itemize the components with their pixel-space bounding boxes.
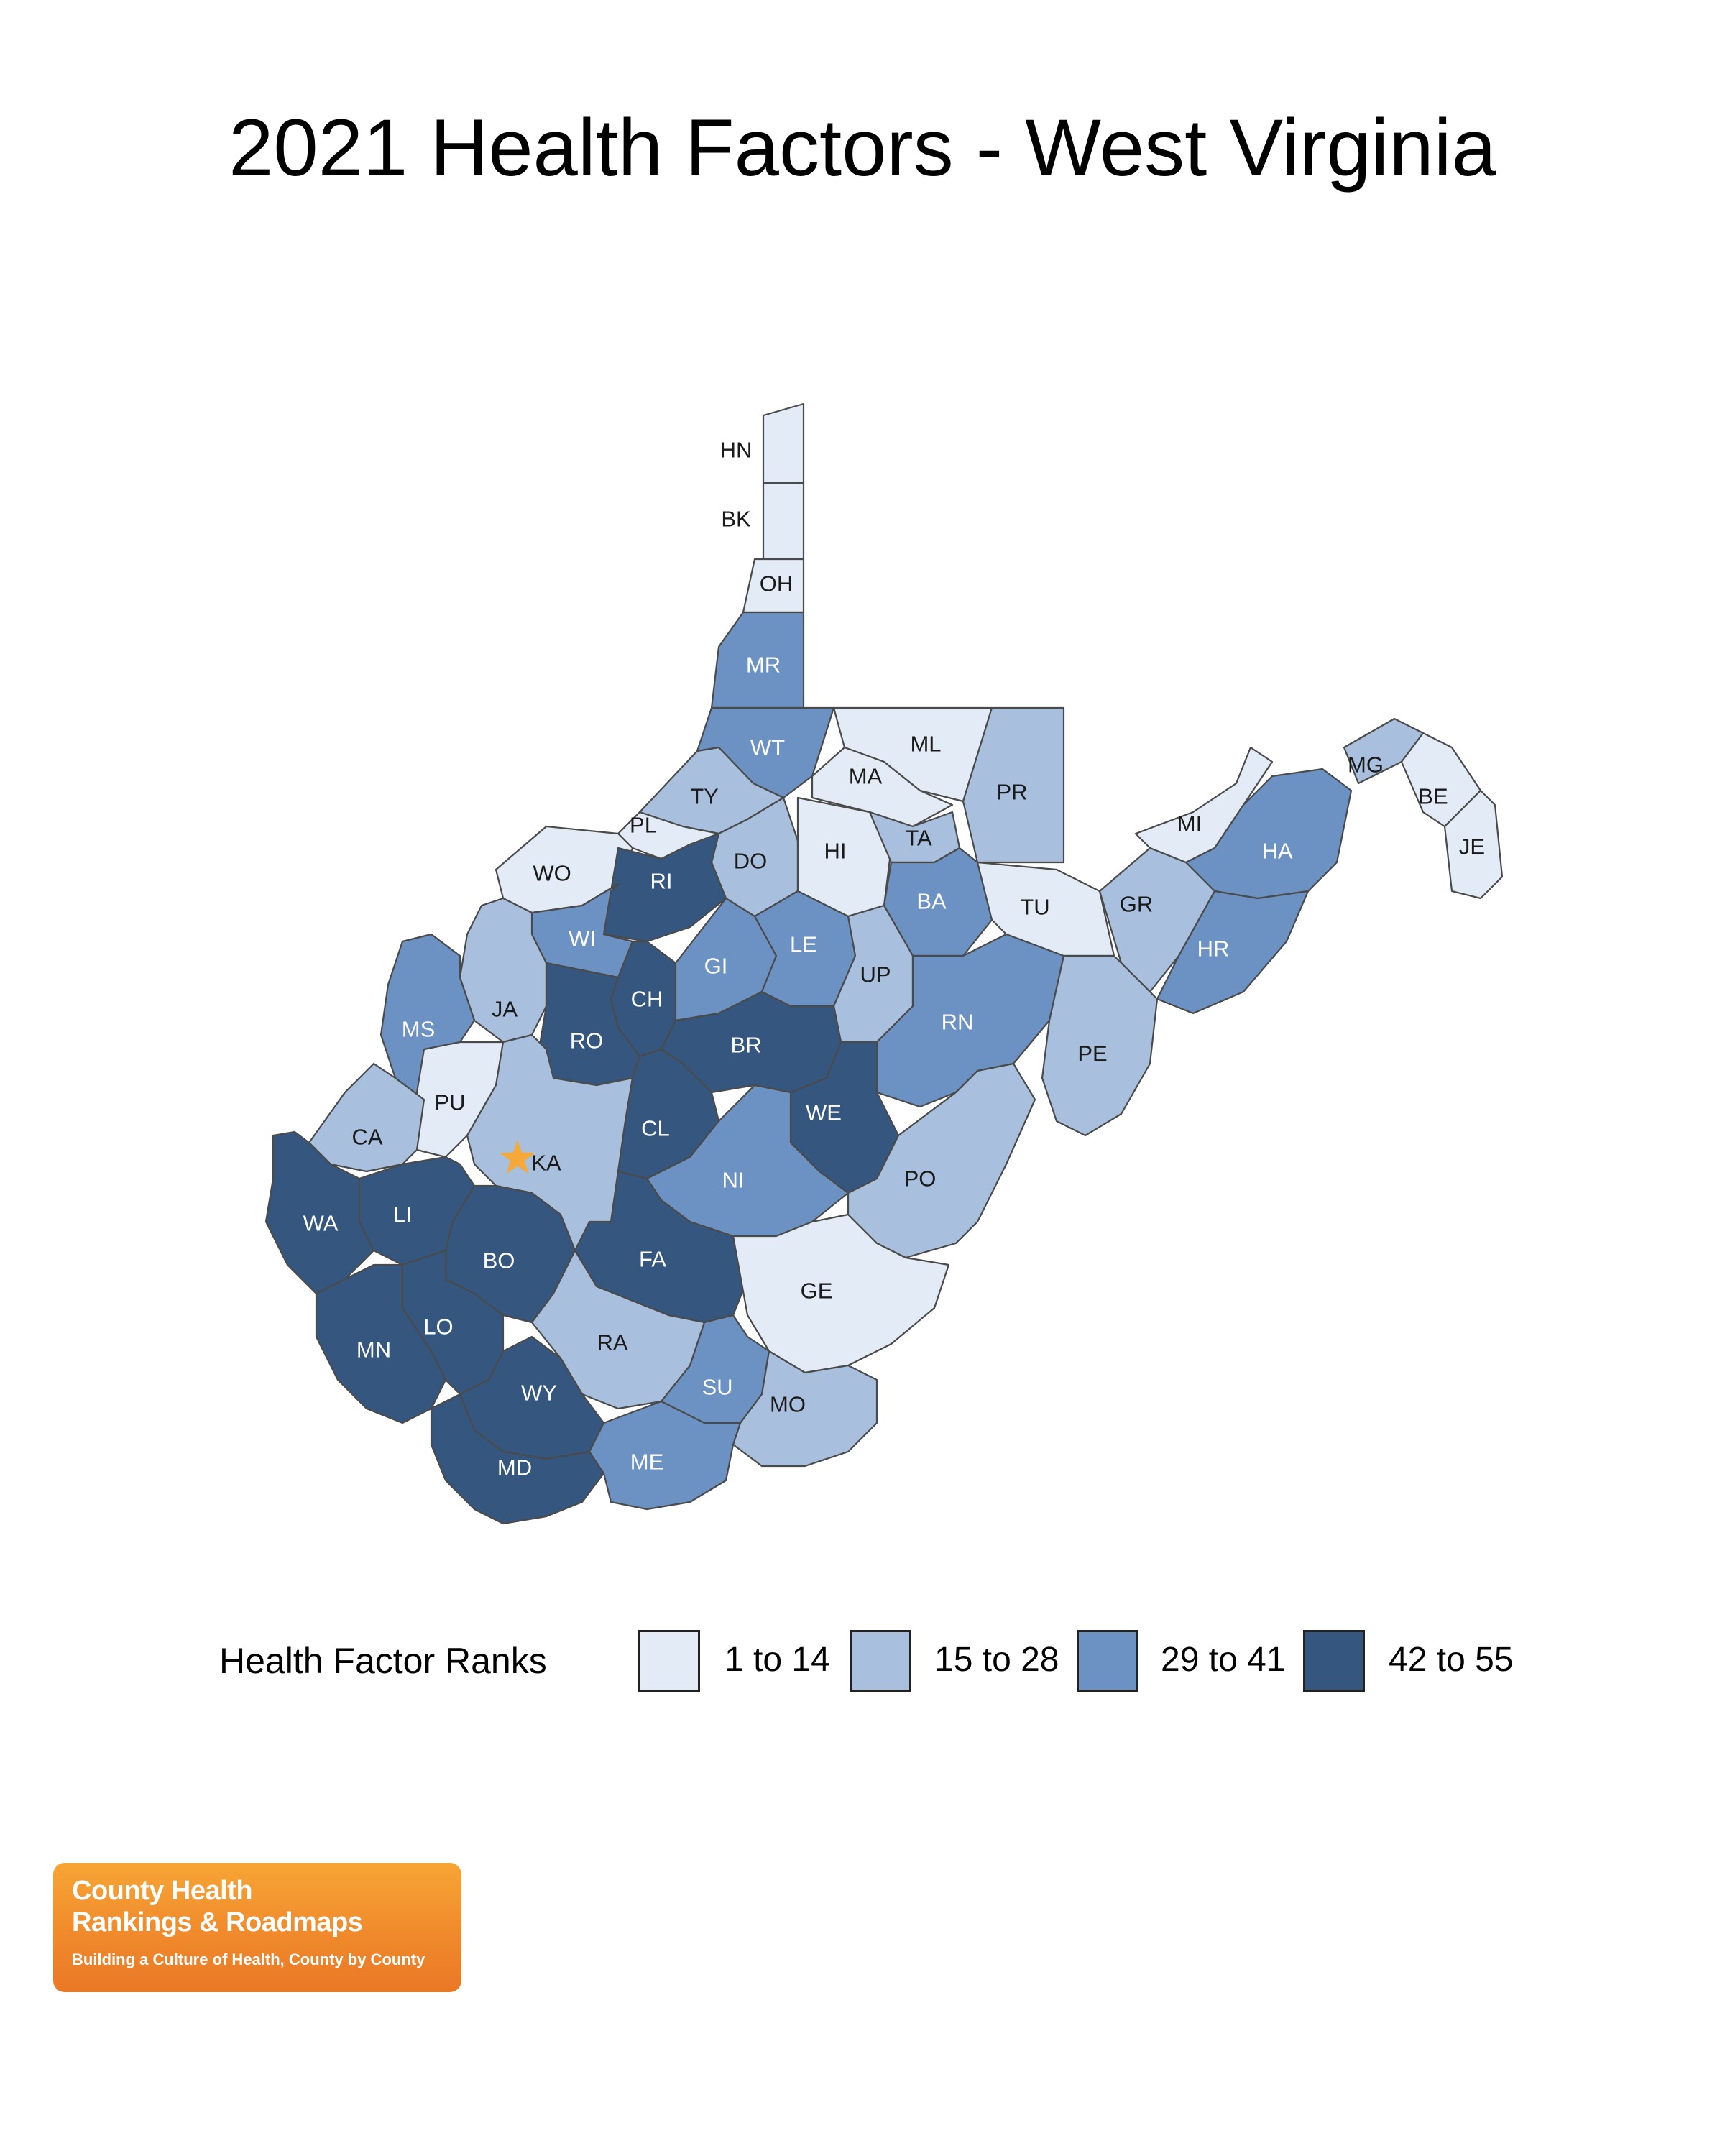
legend-label-1: 1 to 14 [724, 1641, 830, 1679]
county-label-ni: NI [722, 1168, 745, 1193]
county-label-ma: MA [849, 764, 883, 789]
county-label-wt: WT [750, 735, 785, 760]
county-label-pl: PL [630, 813, 657, 838]
county-label-su: SU [702, 1375, 732, 1400]
county-label-je: JE [1459, 834, 1485, 860]
county-label-ge: GE [801, 1279, 833, 1304]
county-label-ca: CA [351, 1125, 382, 1150]
page-title: 2021 Health Factors - West Virginia [229, 103, 1496, 193]
legend-label-2: 15 to 28 [934, 1641, 1059, 1679]
county-label-wi: WI [569, 926, 596, 952]
county-label-md: MD [497, 1455, 532, 1480]
county-label-do: DO [734, 849, 768, 874]
county-mo [732, 1350, 878, 1468]
county-label-wa: WA [303, 1211, 339, 1236]
county-label-mo: MO [770, 1392, 806, 1417]
county-je [1443, 789, 1504, 900]
county-label-ja: JA [492, 997, 518, 1022]
county-label-ha: HA [1261, 839, 1292, 864]
county-label-ty: TY [690, 784, 719, 809]
county-label-le: LE [790, 932, 817, 957]
county-label-mr: MR [746, 653, 781, 678]
legend-title: Health Factor Ranks [219, 1641, 547, 1681]
county-label-ch: CH [631, 987, 663, 1012]
county-label-mg: MG [1348, 752, 1384, 778]
county-label-hi: HI [824, 839, 847, 864]
county-label-po: PO [904, 1166, 937, 1192]
county-label-ri: RI [650, 869, 673, 894]
county-label-bo: BO [483, 1248, 515, 1273]
county-label-pr: PR [996, 780, 1027, 805]
county-pr [962, 706, 1065, 864]
county-label-tu: TU [1020, 895, 1049, 920]
county-bk [762, 482, 805, 561]
legend-swatch-4 [1303, 1630, 1365, 1692]
county-label-ms: MS [402, 1017, 436, 1042]
county-label-ra: RA [597, 1330, 627, 1355]
county-hr [1156, 890, 1310, 1015]
county-label-wy: WY [521, 1381, 557, 1406]
county-ja [459, 897, 548, 1044]
county-label-ta: TA [905, 826, 932, 851]
logo-line-2: Rankings & Roadmaps [72, 1907, 363, 1938]
county-label-ba: BA [916, 889, 947, 914]
legend-swatch-3 [1077, 1630, 1138, 1692]
legend-swatch-1 [638, 1630, 700, 1692]
county-label-bk: BK [721, 507, 751, 532]
legend: Health Factor Ranks 1 to 14 15 to 28 29 … [0, 1624, 1725, 1696]
county-label-gi: GI [704, 954, 728, 979]
county-label-we: WE [806, 1100, 842, 1125]
county-label-rn: RN [942, 1010, 974, 1035]
logo-line-1: County Health [72, 1876, 253, 1906]
county-label-lo: LO [423, 1314, 453, 1340]
county-label-pu: PU [434, 1090, 465, 1115]
county-label-pe: PE [1077, 1041, 1107, 1067]
county-label-ka: KA [531, 1151, 561, 1176]
county-me [588, 1400, 742, 1511]
county-label-gr: GR [1120, 892, 1154, 917]
county-label-hn: HN [720, 438, 753, 463]
county-health-rankings-logo: County Health Rankings & Roadmaps Buildi… [53, 1863, 461, 1992]
county-label-li: LI [393, 1202, 412, 1227]
county-label-br: BR [730, 1033, 761, 1058]
county-label-me: ME [630, 1450, 664, 1475]
county-label-cl: CL [641, 1116, 670, 1141]
county-label-mn: MN [356, 1337, 391, 1363]
county-hn [762, 402, 805, 484]
legend-swatch-2 [850, 1630, 911, 1692]
logo-tagline: Building a Culture of Health, County by … [72, 1950, 426, 1968]
county-label-fa: FA [639, 1247, 666, 1272]
county-label-wo: WO [533, 861, 571, 886]
star-icon [500, 1140, 535, 1174]
county-label-hr: HR [1197, 936, 1230, 962]
county-label-ml: ML [910, 732, 941, 757]
county-label-ro: RO [570, 1028, 604, 1054]
county-md [430, 1393, 605, 1525]
county-label-up: UP [860, 962, 891, 987]
county-label-be: BE [1418, 784, 1448, 809]
county-label-oh: OH [760, 571, 794, 596]
legend-label-4: 42 to 55 [1389, 1641, 1514, 1679]
legend-label-3: 29 to 41 [1161, 1641, 1286, 1679]
county-label-mi: MI [1177, 811, 1202, 837]
county-pe [1041, 954, 1159, 1137]
